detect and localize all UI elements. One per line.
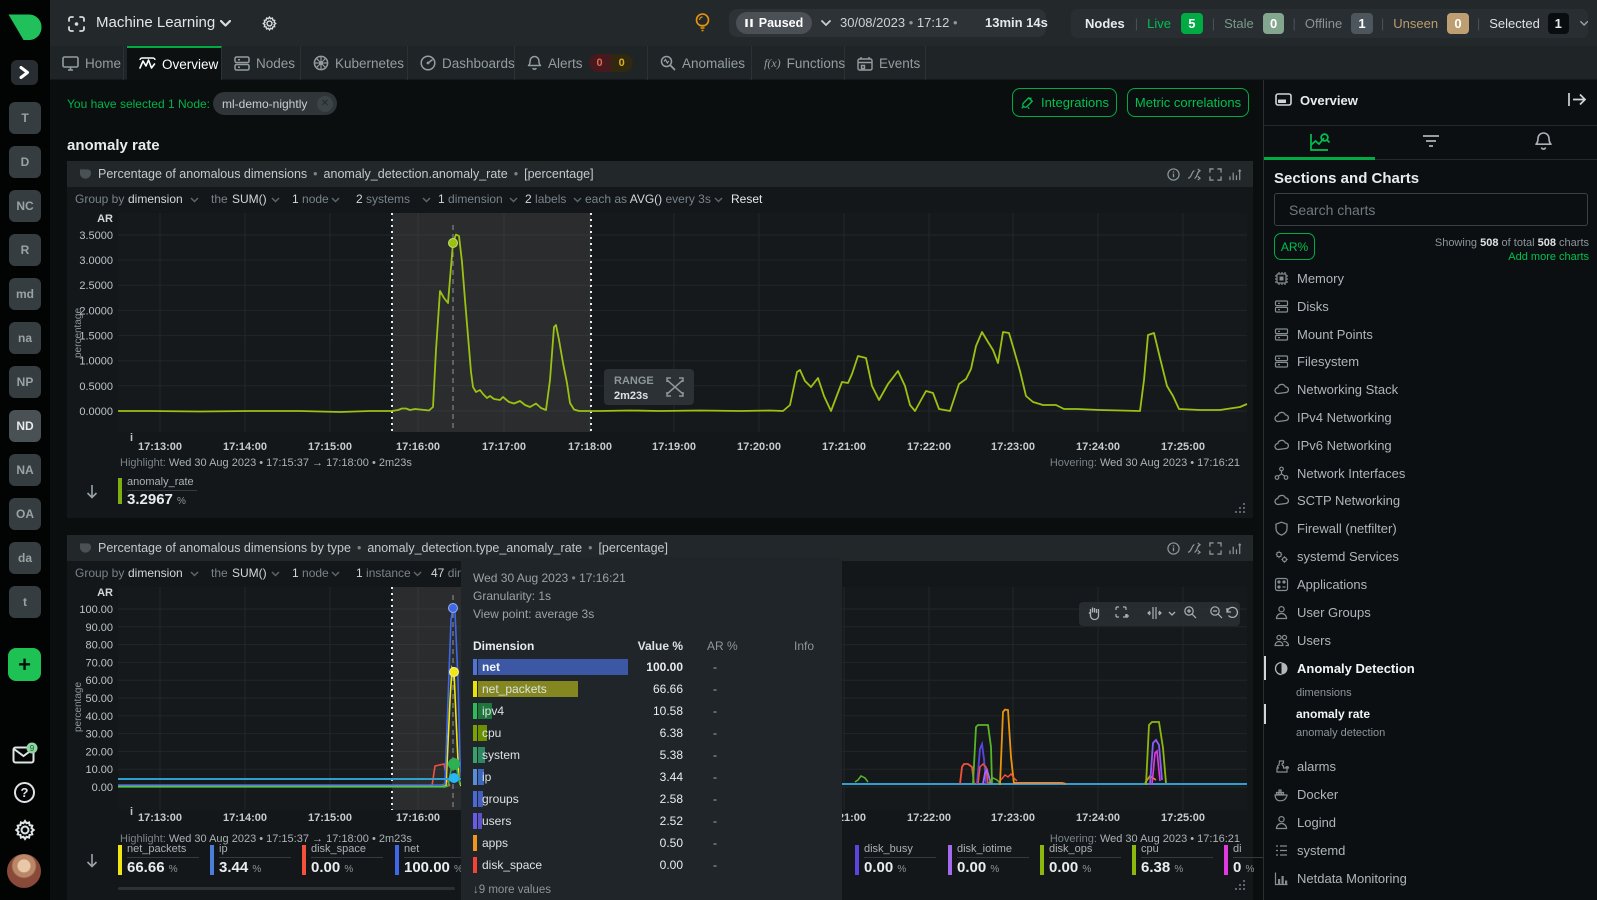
- svg-text:1.0000: 1.0000: [79, 356, 113, 368]
- svg-text:40.00: 40.00: [85, 711, 113, 723]
- svg-text:90.00: 90.00: [85, 622, 113, 634]
- svg-text:AR: AR: [97, 213, 113, 225]
- svg-text:17:25:00: 17:25:00: [1161, 812, 1205, 824]
- svg-text:70.00: 70.00: [85, 657, 113, 669]
- svg-text:80.00: 80.00: [85, 640, 113, 652]
- svg-text:3.5000: 3.5000: [79, 230, 113, 242]
- svg-text:17:20:00: 17:20:00: [737, 441, 781, 453]
- svg-text:0.0000: 0.0000: [79, 406, 113, 418]
- svg-text:17:15:00: 17:15:00: [308, 441, 352, 453]
- svg-text:17:22:00: 17:22:00: [907, 441, 951, 453]
- svg-text:17:23:00: 17:23:00: [991, 812, 1035, 824]
- svg-text:17:13:00: 17:13:00: [138, 812, 182, 824]
- svg-text:17:23:00: 17:23:00: [991, 441, 1035, 453]
- svg-text:30.00: 30.00: [85, 729, 113, 741]
- svg-text:17:16:00: 17:16:00: [396, 812, 440, 824]
- svg-text:60.00: 60.00: [85, 675, 113, 687]
- svg-text:17:13:00: 17:13:00: [138, 441, 182, 453]
- svg-text:17:14:00: 17:14:00: [223, 812, 267, 824]
- svg-text:i: i: [130, 806, 133, 818]
- svg-text:percentage: percentage: [73, 682, 84, 732]
- svg-text:17:14:00: 17:14:00: [223, 441, 267, 453]
- svg-text:0.00: 0.00: [92, 782, 113, 794]
- svg-text:17:16:00: 17:16:00: [396, 441, 440, 453]
- svg-text:AR: AR: [97, 587, 113, 599]
- svg-text:RANGE: RANGE: [614, 375, 654, 387]
- svg-text:percentage: percentage: [73, 308, 84, 358]
- svg-text:17:21:00: 17:21:00: [822, 441, 866, 453]
- svg-text:i: i: [130, 432, 133, 444]
- svg-text:17:24:00: 17:24:00: [1076, 441, 1120, 453]
- svg-text:2.5000: 2.5000: [79, 280, 113, 292]
- svg-text:1.5000: 1.5000: [79, 331, 113, 343]
- svg-text:17:24:00: 17:24:00: [1076, 812, 1120, 824]
- svg-text:20.00: 20.00: [85, 746, 113, 758]
- svg-text:17:18:00: 17:18:00: [568, 441, 612, 453]
- svg-text:9: 9: [30, 744, 35, 753]
- svg-text:17:19:00: 17:19:00: [652, 441, 696, 453]
- svg-text:100.00: 100.00: [79, 604, 113, 616]
- svg-text:10.00: 10.00: [85, 764, 113, 776]
- svg-text:50.00: 50.00: [85, 693, 113, 705]
- svg-text:2m23s: 2m23s: [614, 390, 648, 402]
- svg-text:17:22:00: 17:22:00: [907, 812, 951, 824]
- svg-text:17:17:00: 17:17:00: [482, 441, 526, 453]
- svg-text:17:15:00: 17:15:00: [308, 812, 352, 824]
- svg-text:2.0000: 2.0000: [79, 305, 113, 317]
- svg-text:0.5000: 0.5000: [79, 381, 113, 393]
- svg-text:17:25:00: 17:25:00: [1161, 441, 1205, 453]
- svg-text:3.0000: 3.0000: [79, 255, 113, 267]
